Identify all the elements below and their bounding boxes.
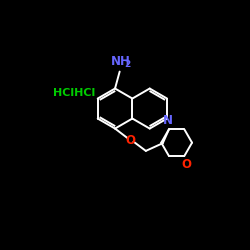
Text: N: N [162,114,172,127]
Text: HClHCl: HClHCl [54,88,96,98]
Text: O: O [181,158,191,171]
Text: NH: NH [111,55,131,68]
Text: 2: 2 [124,60,130,69]
Text: O: O [126,134,136,146]
